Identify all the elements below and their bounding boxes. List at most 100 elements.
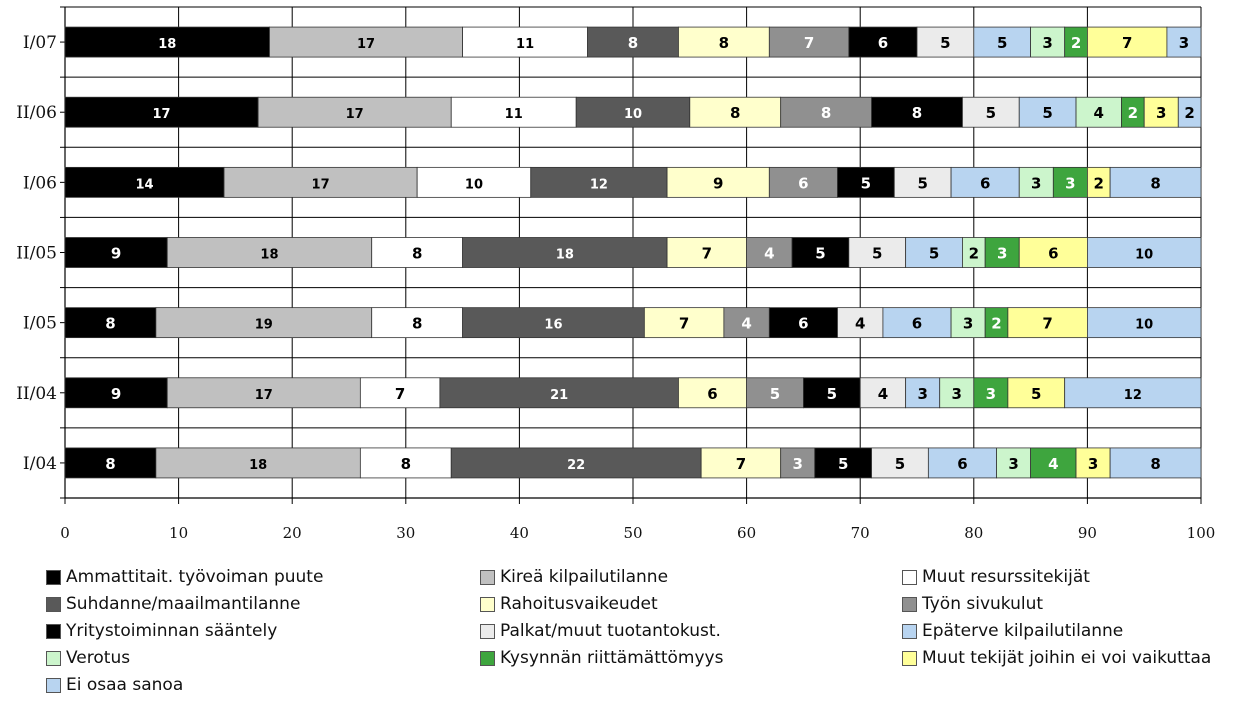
bar-segment <box>1087 307 1202 339</box>
bar-segment <box>1177 96 1202 128</box>
bar-segment <box>848 237 907 268</box>
data-label: 8 <box>401 455 411 473</box>
legend-swatch <box>480 569 495 585</box>
data-label: 17 <box>255 388 273 403</box>
category-label: I/06 <box>23 173 57 193</box>
bar-segment <box>359 447 452 479</box>
bar-segment <box>678 26 770 58</box>
bar-segment <box>643 307 725 339</box>
category-label: II/04 <box>16 384 57 404</box>
bar-segment <box>768 26 850 58</box>
data-label: 3 <box>1008 455 1018 473</box>
legend-item: Yritystoiminnan sääntely <box>46 620 277 642</box>
bar-segment <box>871 96 963 128</box>
x-tick-label: 50 <box>623 524 642 542</box>
data-label: 5 <box>986 104 996 122</box>
legend-label: Työn sivukulut <box>922 594 1044 614</box>
bar-segment <box>837 166 895 198</box>
data-label: 4 <box>1094 104 1104 122</box>
legend-item: Työn sivukulut <box>902 593 1043 615</box>
legend-item: Kireä kilpailutilanne <box>480 566 668 588</box>
data-label: 5 <box>827 385 837 403</box>
bar-segment <box>64 26 270 58</box>
legend-item: Suhdanne/maailmantilanne <box>46 593 300 615</box>
bar-segment <box>257 96 452 128</box>
bar-segment <box>803 377 861 409</box>
data-label: 21 <box>550 388 568 403</box>
data-label: 10 <box>1135 318 1153 333</box>
data-label: 5 <box>940 34 950 52</box>
legend-swatch <box>46 596 61 612</box>
legend-item: Muut tekijät joihin ei voi vaikuttaa <box>902 647 1211 669</box>
data-label: 4 <box>1048 455 1058 473</box>
data-label: 18 <box>260 248 278 263</box>
data-label: 3 <box>952 385 962 403</box>
bar-segment <box>1007 307 1088 339</box>
bar-segment <box>1143 96 1179 128</box>
bar-segment <box>927 447 997 479</box>
data-label: 3 <box>793 455 803 473</box>
bar-segment <box>973 377 1009 409</box>
bar-segment <box>1018 237 1088 268</box>
category-label: II/06 <box>16 103 57 123</box>
data-label: 14 <box>135 177 153 192</box>
bar-segment <box>1087 237 1202 268</box>
data-label: 6 <box>912 315 922 333</box>
legend-item: Rahoitusvaikeudet <box>480 593 658 615</box>
data-label: 2 <box>991 315 1001 333</box>
bar-segment <box>155 307 373 339</box>
data-label: 17 <box>153 107 171 122</box>
legend-label: Epäterve kilpailutilanne <box>922 621 1124 641</box>
bar-segment <box>1075 447 1111 479</box>
bar-segment <box>780 96 872 128</box>
data-label: 6 <box>707 385 717 403</box>
data-label: 5 <box>929 245 939 263</box>
bar-segment <box>814 447 872 479</box>
x-tick-label: 100 <box>1187 524 1216 542</box>
bar-segment <box>155 447 361 479</box>
chart-legend: Ammattitait. työvoiman puute Kireä kilpai… <box>46 566 1246 721</box>
category-label: I/04 <box>23 454 57 474</box>
legend-item: Palkat/muut tuotantokust. <box>480 620 721 642</box>
bar-segment <box>450 447 702 479</box>
bar-segment <box>64 96 259 128</box>
legend-item: Epäterve kilpailutilanne <box>902 620 1123 642</box>
bar-segment <box>269 26 464 58</box>
bar-segment <box>371 307 463 339</box>
x-tick-label: 70 <box>851 524 870 542</box>
data-label: 12 <box>590 177 608 192</box>
legend-swatch <box>480 623 495 639</box>
bar-segment <box>939 377 975 409</box>
category-label: I/05 <box>23 314 57 334</box>
x-tick-label: 40 <box>510 524 529 542</box>
bar-segment <box>882 307 952 339</box>
data-label: 8 <box>1150 455 1160 473</box>
legend-swatch <box>902 623 917 639</box>
legend-swatch <box>46 677 61 693</box>
data-label: 3 <box>1042 34 1052 52</box>
data-label: 8 <box>105 455 115 473</box>
data-label: 10 <box>465 177 483 192</box>
bar-segment <box>166 237 373 268</box>
x-tick-label: 30 <box>396 524 415 542</box>
data-label: 17 <box>346 107 364 122</box>
data-label: 7 <box>395 385 405 403</box>
legend-item: Ei osaa sanoa <box>46 674 183 696</box>
bar-segment <box>859 377 907 409</box>
data-label: 8 <box>1150 174 1160 192</box>
bar-segment <box>780 447 816 479</box>
legend-item: Ammattitait. työvoiman puute <box>46 566 323 588</box>
data-label: 4 <box>855 315 865 333</box>
data-label: 2 <box>1128 104 1138 122</box>
data-label: 3 <box>1031 174 1041 192</box>
bar-segment <box>462 307 645 339</box>
data-label: 3 <box>1065 174 1075 192</box>
data-label: 6 <box>957 455 967 473</box>
legend-item: Kysynnän riittämättömyys <box>480 647 723 669</box>
bar-segment <box>64 307 157 339</box>
bar-segment <box>1109 447 1202 479</box>
data-label: 3 <box>1088 455 1098 473</box>
bar-segment <box>64 237 168 268</box>
data-label: 11 <box>505 107 523 122</box>
data-label: 7 <box>736 455 746 473</box>
